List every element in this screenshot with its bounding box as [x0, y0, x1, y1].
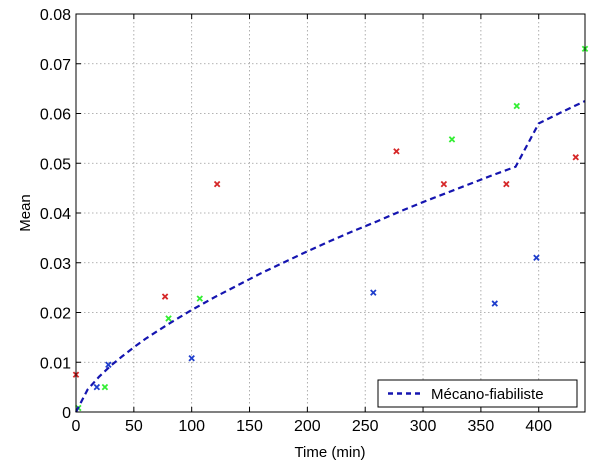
data-point-marker — [491, 300, 499, 307]
data-point-marker — [105, 361, 112, 368]
x-tick-label: 50 — [125, 418, 143, 435]
data-point-marker — [165, 315, 172, 322]
y-tick-label: 0.08 — [40, 7, 71, 24]
plot-frame — [75, 13, 586, 413]
data-point-marker — [370, 289, 377, 296]
x-tick-label: 350 — [468, 418, 495, 435]
data-point-marker — [161, 293, 169, 300]
legend: Mécano-fiabiliste — [377, 379, 578, 408]
y-tick-labels: 0 0.01 0.02 0.03 0.04 0.05 0.06 0.07 0.08 — [40, 7, 71, 422]
y-axis-title: Mean — [17, 194, 34, 232]
data-point-marker — [188, 355, 195, 362]
y-tick-label: 0.05 — [40, 156, 71, 173]
x-tick-label: 400 — [525, 418, 552, 435]
data-point-marker — [503, 180, 510, 188]
data-point-marker — [448, 136, 456, 143]
x-tick-labels: 0 50 100 150 200 250 300 350 400 — [72, 418, 553, 435]
x-tick-label: 100 — [178, 418, 205, 435]
axis-ticks — [75, 13, 585, 413]
x-axis-title: Time (min) — [294, 444, 365, 461]
fit-curve-line — [75, 100, 586, 413]
data-point-marker — [196, 295, 204, 302]
data-point-marker — [101, 383, 109, 391]
data-point-marker — [440, 180, 448, 188]
data-point-marker — [213, 180, 221, 188]
data-point-marker — [572, 154, 579, 161]
data-point-marker — [393, 148, 400, 155]
x-tick-label: 150 — [236, 418, 263, 435]
y-tick-label: 0 — [62, 405, 71, 422]
legend-label: Mécano-fiabiliste — [431, 386, 544, 403]
y-tick-label: 0.03 — [40, 256, 71, 273]
x-tick-label: 300 — [410, 418, 437, 435]
y-tick-label: 0.04 — [40, 206, 71, 223]
y-tick-label: 0.02 — [40, 306, 71, 323]
data-point-marker — [93, 383, 101, 391]
x-tick-label: 250 — [352, 418, 379, 435]
y-tick-label: 0.07 — [40, 57, 71, 74]
grid-lines — [76, 14, 585, 412]
y-tick-label: 0.01 — [40, 355, 71, 372]
data-point-marker — [533, 254, 540, 262]
legend-box — [377, 379, 578, 408]
data-point-marker — [513, 102, 520, 110]
x-tick-label: 0 — [72, 418, 81, 435]
x-tick-label: 200 — [294, 418, 321, 435]
y-tick-label: 0.06 — [40, 107, 71, 124]
